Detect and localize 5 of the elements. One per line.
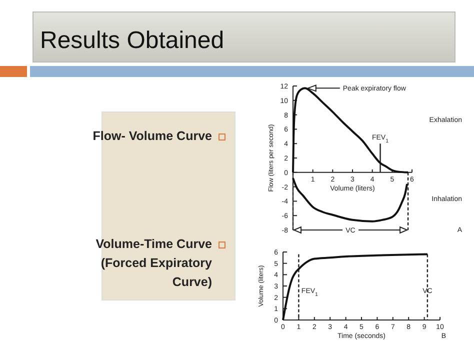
text: Results Obtained <box>40 27 224 54</box>
text: Volume-Time Curve (Forced Expiratory Curve) <box>96 237 212 289</box>
line-series <box>292 177 408 222</box>
line-series <box>292 87 410 174</box>
text: Flow- Volume Curve <box>92 129 212 143</box>
